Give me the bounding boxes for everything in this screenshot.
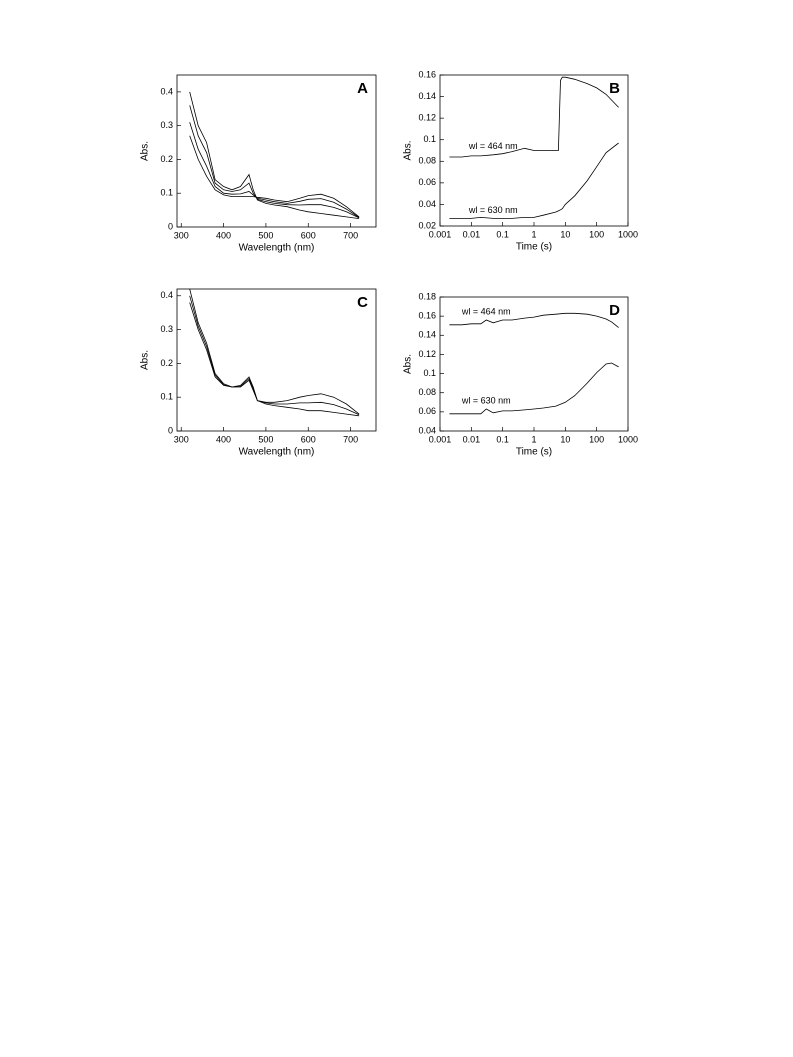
y-tick-label: 0.14 (418, 330, 436, 340)
x-axis-label: Time (s) (516, 447, 552, 458)
spectrum-line (449, 362, 619, 415)
y-tick-label: 0.1 (423, 368, 436, 378)
y-tick-label: 0.16 (418, 69, 436, 79)
x-tick-label: 0.01 (463, 434, 481, 444)
panel-label: C (357, 294, 368, 311)
x-tick-label: 700 (343, 230, 358, 240)
annotation: wl = 630 nm (461, 395, 511, 405)
spectrum-line (449, 312, 619, 328)
x-tick-label: 700 (343, 434, 358, 444)
x-tick-label: 0.1 (496, 434, 509, 444)
x-tick-label: 100 (589, 434, 604, 444)
x-tick-label: 600 (301, 230, 316, 240)
x-tick-label: 0.1 (496, 229, 509, 239)
annotation: wl = 630 nm (468, 205, 518, 215)
x-tick-label: 1000 (618, 434, 638, 444)
y-axis-label: Abs. (140, 141, 151, 161)
x-tick-label: 0.01 (463, 229, 481, 239)
y-tick-label: 0.18 (418, 291, 436, 301)
x-tick-label: 100 (589, 229, 604, 239)
plot-frame (176, 74, 377, 228)
y-tick-label: 0.4 (160, 86, 173, 96)
spectrum-line (449, 142, 619, 219)
y-tick-label: 0.2 (160, 154, 173, 164)
x-tick-label: 600 (301, 434, 316, 444)
x-tick-label: 1000 (618, 229, 638, 239)
x-tick-label: 500 (258, 230, 273, 240)
y-tick-label: 0.3 (160, 120, 173, 130)
spectrum-line (189, 135, 360, 218)
y-tick-label: 0.08 (418, 156, 436, 166)
x-tick-label: 10 (560, 229, 570, 239)
x-tick-label: 400 (216, 434, 231, 444)
y-tick-label: 0.2 (160, 358, 173, 368)
spectrum-line (189, 91, 360, 219)
spectrum-line (189, 288, 360, 417)
annotation: wl = 464 nm (461, 306, 511, 316)
plot-frame (176, 288, 377, 432)
y-tick-label: 0 (168, 221, 173, 231)
x-axis-label: Wavelength (nm) (239, 243, 315, 254)
spectrum-line (189, 105, 360, 219)
y-tick-label: 0.3 (160, 324, 173, 334)
y-tick-label: 0.1 (160, 392, 173, 402)
x-tick-label: 500 (258, 434, 273, 444)
y-tick-label: 0.1 (160, 188, 173, 198)
panel-label: B (609, 80, 620, 97)
spectrum-line (449, 76, 619, 158)
x-tick-label: 300 (174, 434, 189, 444)
y-tick-label: 0.16 (418, 311, 436, 321)
y-tick-label: 0.14 (418, 91, 436, 101)
x-tick-label: 0.001 (429, 229, 452, 239)
panel-label: D (609, 302, 620, 319)
y-tick-label: 0.04 (418, 199, 436, 209)
y-tick-label: 0 (168, 425, 173, 435)
y-tick-label: 0.06 (418, 406, 436, 416)
panel-label: A (357, 80, 368, 97)
y-tick-label: 0.4 (160, 290, 173, 300)
x-tick-label: 400 (216, 230, 231, 240)
y-tick-label: 0.12 (418, 349, 436, 359)
y-tick-label: 0.04 (418, 425, 436, 435)
y-tick-label: 0.02 (418, 220, 436, 230)
y-tick-label: 0.12 (418, 113, 436, 123)
y-axis-label: Abs. (403, 354, 414, 374)
x-tick-label: 1 (531, 434, 536, 444)
x-tick-label: 300 (174, 230, 189, 240)
annotation: wl = 464 nm (468, 141, 518, 151)
x-axis-label: Time (s) (516, 242, 552, 253)
y-tick-label: 0.06 (418, 177, 436, 187)
spectrum-line (189, 122, 360, 218)
x-tick-label: 10 (560, 434, 570, 444)
x-tick-label: 0.001 (429, 434, 452, 444)
spectrum-line (189, 302, 360, 415)
y-axis-label: Abs. (140, 350, 151, 370)
x-tick-label: 1 (531, 229, 536, 239)
y-tick-label: 0.1 (423, 134, 436, 144)
y-axis-label: Abs. (403, 140, 414, 160)
x-axis-label: Wavelength (nm) (239, 447, 315, 458)
y-tick-label: 0.08 (418, 387, 436, 397)
